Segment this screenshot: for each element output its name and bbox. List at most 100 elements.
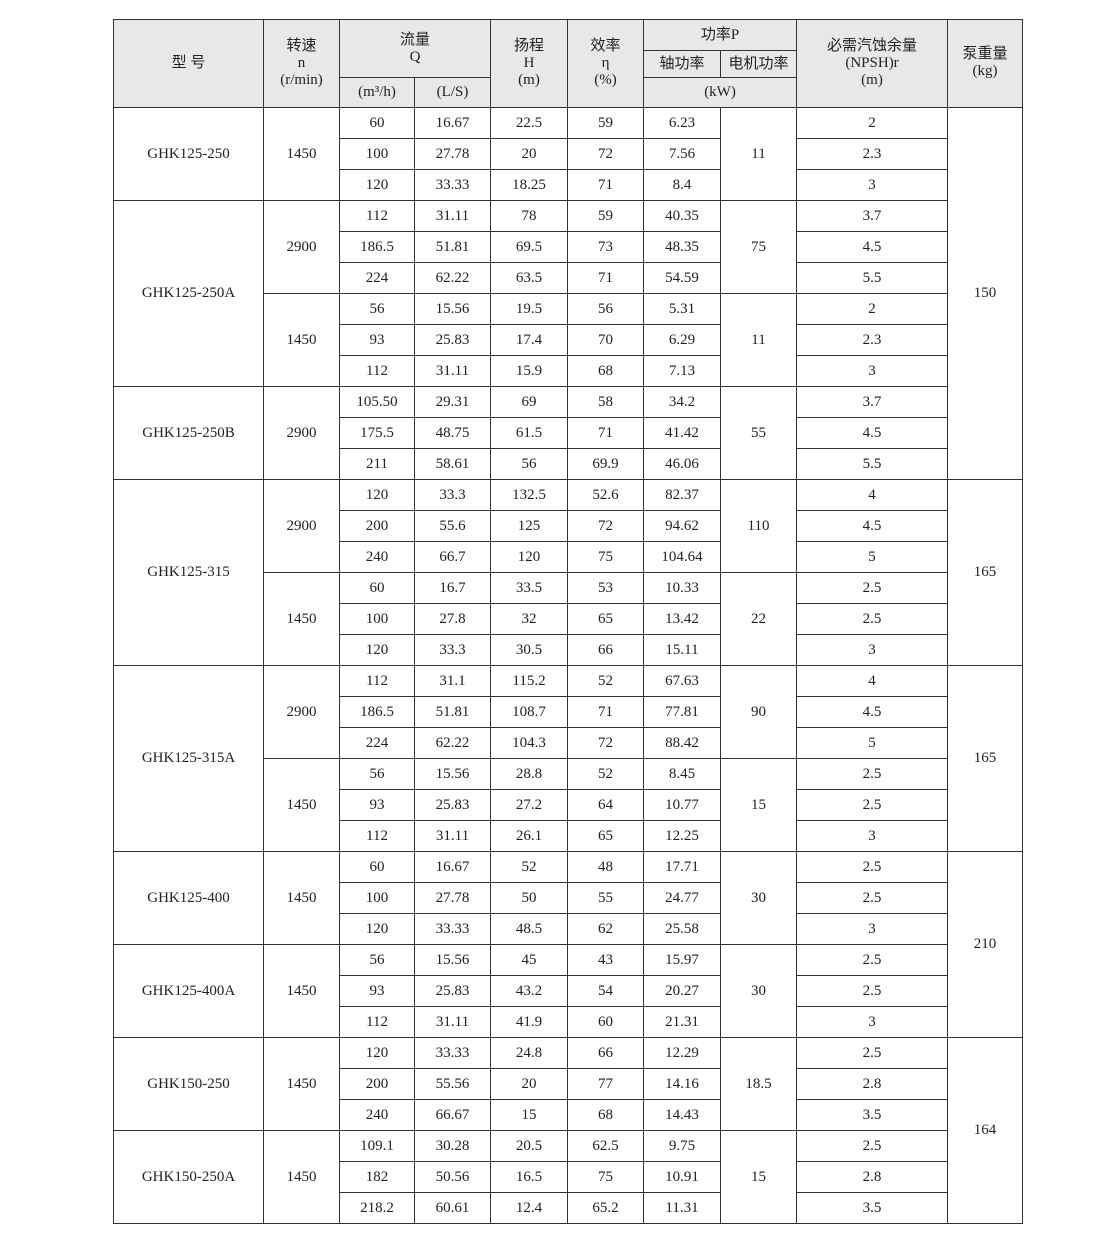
motor-power-cell: 55 <box>720 386 798 480</box>
flow-m3h-cell: 93 <box>339 324 415 356</box>
npsh-cell: 3.7 <box>796 200 949 232</box>
npsh-cell: 3 <box>796 634 949 666</box>
npsh-cell: 3 <box>796 169 949 201</box>
table-row: 100 27.78 50 55 24.77 2.5 <box>114 882 1023 914</box>
flow-ls-cell: 33.33 <box>413 169 492 201</box>
table-row: 224 62.22 104.3 72 88.42 5 <box>114 727 1023 759</box>
head-cell: 16.5 <box>490 1161 569 1193</box>
table-row: 112 31.11 26.1 65 12.25 3 <box>114 820 1023 852</box>
weight-cell: 165 <box>947 665 1024 852</box>
shaft-power-cell: 9.75 <box>643 1130 722 1162</box>
efficiency-cell: 65 <box>567 603 645 635</box>
flow-ls-cell: 16.7 <box>413 572 492 604</box>
weight-cell: 164 <box>947 1037 1024 1224</box>
model-cell: GHK125-250 <box>113 107 264 201</box>
flow-m3h-cell: 100 <box>339 138 415 170</box>
flow-m3h-cell: 112 <box>339 200 415 232</box>
table-row: 200 55.6 125 72 94.62 4.5 <box>114 510 1023 542</box>
head-cell: 20 <box>490 138 569 170</box>
npsh-cell: 2.5 <box>796 882 949 914</box>
head-cell: 17.4 <box>490 324 569 356</box>
efficiency-cell: 71 <box>567 417 645 449</box>
table-row: 1450 60 16.7 33.5 53 10.33 22 2.5 <box>114 572 1023 666</box>
shaft-power-cell: 7.13 <box>643 355 722 387</box>
npsh-cell: 2.8 <box>796 1161 949 1193</box>
efficiency-cell: 77 <box>567 1068 645 1100</box>
model-cell: GHK125-400 <box>113 851 264 945</box>
model-cell: GHK150-250 <box>113 1037 264 1131</box>
flow-ls-cell: 31.11 <box>413 820 492 852</box>
efficiency-cell: 71 <box>567 169 645 201</box>
flow-ls-cell: 27.78 <box>413 882 492 914</box>
shaft-power-cell: 10.77 <box>643 789 722 821</box>
npsh-cell: 2.3 <box>796 324 949 356</box>
shaft-power-cell: 5.31 <box>643 293 722 325</box>
npsh-cell: 4 <box>796 479 949 511</box>
head-cell: 50 <box>490 882 569 914</box>
flow-ls-cell: 33.3 <box>413 479 492 511</box>
efficiency-cell: 62 <box>567 913 645 945</box>
efficiency-cell: 59 <box>567 107 645 139</box>
motor-power-cell: 30 <box>720 851 798 945</box>
flow-ls-cell: 66.7 <box>413 541 492 573</box>
head-cell: 115.2 <box>490 665 569 697</box>
head-cell: 69 <box>490 386 569 418</box>
head-cell: 15.9 <box>490 355 569 387</box>
model-cell: GHK125-315 <box>113 479 264 666</box>
npsh-cell: 2.5 <box>796 789 949 821</box>
flow-ls-cell: 62.22 <box>413 262 492 294</box>
efficiency-cell: 72 <box>567 727 645 759</box>
head-cell: 18.25 <box>490 169 569 201</box>
shaft-power-cell: 94.62 <box>643 510 722 542</box>
flow-m3h-cell: 120 <box>339 169 415 201</box>
table-row: 218.2 60.61 12.4 65.2 11.31 3.5 <box>114 1192 1023 1224</box>
flow-ls-cell: 50.56 <box>413 1161 492 1193</box>
shaft-power-cell: 12.25 <box>643 820 722 852</box>
motor-power-cell: 15 <box>720 758 798 852</box>
speed-cell: 2900 <box>263 200 340 294</box>
npsh-cell: 2 <box>796 293 949 325</box>
speed-cell: 1450 <box>263 944 340 1038</box>
head-cell: 12.4 <box>490 1192 569 1224</box>
table-row: GHK125-250B 2900 105.50 29.31 69 58 34.2 55 3.7 <box>113 386 1023 480</box>
efficiency-cell: 71 <box>567 696 645 728</box>
flow-m3h-cell: 60 <box>339 107 415 139</box>
motor-power-cell: 11 <box>720 107 798 201</box>
flow-ls-cell: 25.83 <box>413 324 492 356</box>
shaft-power-cell: 48.35 <box>643 231 722 263</box>
npsh-cell: 3 <box>796 820 949 852</box>
head-cell: 30.5 <box>490 634 569 666</box>
flow-ls-cell: 33.3 <box>413 634 492 666</box>
npsh-cell: 2.8 <box>796 1068 949 1100</box>
npsh-cell: 3.7 <box>796 386 949 418</box>
flow-m3h-cell: 120 <box>339 1037 415 1069</box>
table-row: GHK125-400 1450 60 16.67 52 48 17.71 30 2.5 210 <box>113 851 1024 1038</box>
flow-m3h-cell: 240 <box>339 541 415 573</box>
efficiency-cell: 75 <box>567 1161 645 1193</box>
flow-ls-cell: 31.11 <box>413 200 492 232</box>
npsh-cell: 2 <box>796 107 949 139</box>
weight-cell: 210 <box>947 851 1024 1038</box>
flow-ls-cell: 31.11 <box>413 1006 492 1038</box>
efficiency-cell: 72 <box>567 138 645 170</box>
shaft-power-cell: 14.43 <box>643 1099 722 1131</box>
shaft-power-cell: 24.77 <box>643 882 722 914</box>
flow-ls-cell: 31.11 <box>413 355 492 387</box>
shaft-power-cell: 20.27 <box>643 975 722 1007</box>
pump-performance-table: 型 号 转速 n (r/min) 流量 Q 扬程 H (m) 效率 η (%) 功率P 必需汽… <box>113 19 1024 1224</box>
head-cell: 78 <box>490 200 569 232</box>
head-cell: 63.5 <box>490 262 569 294</box>
npsh-cell: 2.5 <box>796 944 949 976</box>
shaft-power-cell: 67.63 <box>643 665 722 697</box>
header-flow-ls: (L/S) <box>413 77 492 108</box>
header-weight: 泵重量 (kg) <box>947 19 1024 108</box>
table-row: 93 25.83 43.2 54 20.27 2.5 <box>114 975 1023 1007</box>
motor-power-cell: 30 <box>720 944 798 1038</box>
flow-ls-cell: 55.6 <box>413 510 492 542</box>
header-motor-power: 电机功率 <box>720 50 798 78</box>
header-efficiency: 效率 η (%) <box>567 19 645 108</box>
table-row: 112 31.11 41.9 60 21.31 3 <box>114 1006 1023 1038</box>
efficiency-cell: 54 <box>567 975 645 1007</box>
npsh-cell: 3.5 <box>796 1099 949 1131</box>
speed-cell: 1450 <box>263 572 340 666</box>
